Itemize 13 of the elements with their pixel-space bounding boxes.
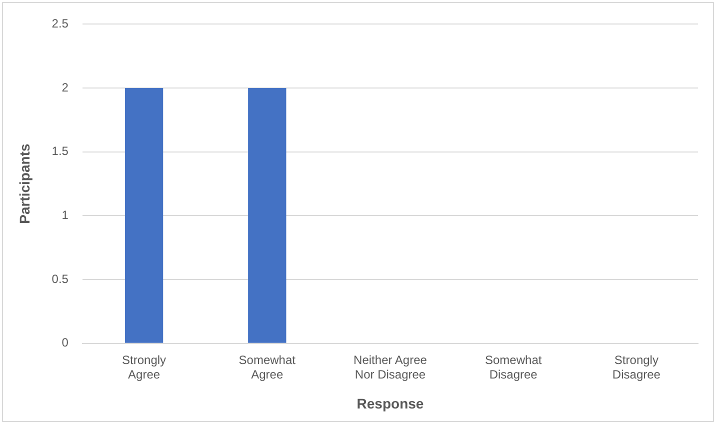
y-tick-label: 1.5 [52,144,69,158]
y-tick-label: 0 [62,336,69,350]
x-tick-label: Strongly Disagree [612,352,661,382]
y-tick-label: 2.5 [52,16,69,31]
x-tick-label: Somewhat Disagree [484,352,542,382]
y-tick-label: 0.5 [52,272,69,286]
x-axis-title: Response [356,395,424,412]
x-tick-label: Strongly Agree [122,352,166,382]
x-tick-label: Neither Agree Nor Disagree [354,352,428,382]
y-tick-label: 1 [62,208,69,222]
y-tick-label: 2 [62,80,69,94]
x-tick-label: Somewhat Agree [238,352,296,382]
y-axis-title: Participants [16,144,32,224]
